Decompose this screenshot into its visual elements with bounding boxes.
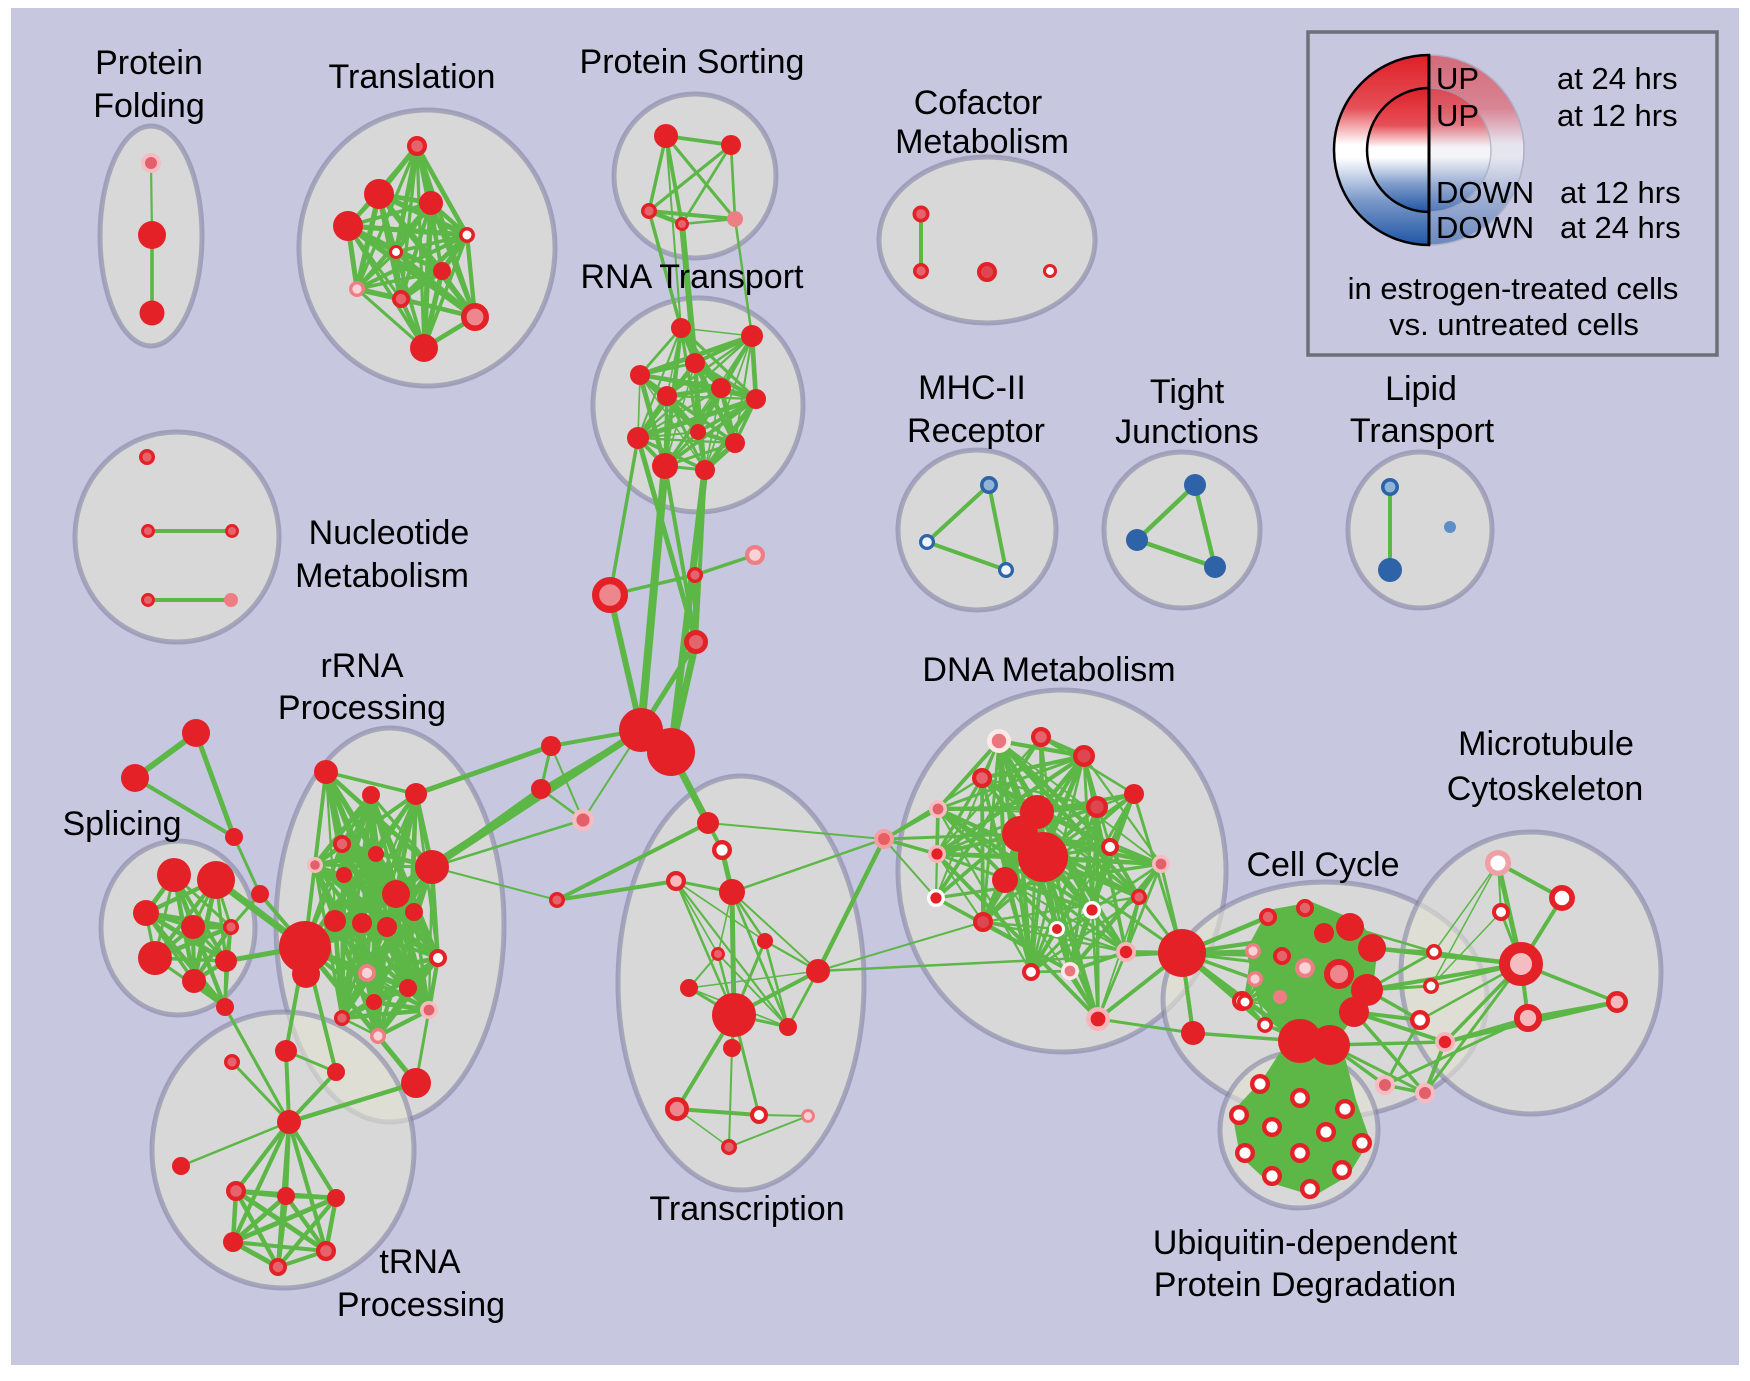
svg-text:Folding: Folding bbox=[93, 87, 205, 125]
svg-text:Junctions: Junctions bbox=[1115, 413, 1259, 451]
svg-text:rRNA: rRNA bbox=[320, 647, 403, 685]
svg-text:at 24 hrs: at 24 hrs bbox=[1557, 61, 1678, 96]
svg-text:UP: UP bbox=[1436, 98, 1479, 133]
svg-text:Transport: Transport bbox=[1350, 412, 1495, 450]
svg-text:Metabolism: Metabolism bbox=[895, 123, 1069, 161]
svg-text:Protein Sorting: Protein Sorting bbox=[580, 43, 805, 81]
svg-text:DNA Metabolism: DNA Metabolism bbox=[922, 651, 1175, 689]
svg-text:Processing: Processing bbox=[278, 689, 446, 727]
svg-text:Cell Cycle: Cell Cycle bbox=[1246, 846, 1399, 884]
svg-text:Protein: Protein bbox=[95, 44, 203, 82]
svg-text:Microtubule: Microtubule bbox=[1458, 725, 1634, 763]
svg-text:UP: UP bbox=[1436, 61, 1479, 96]
svg-text:Cytoskeleton: Cytoskeleton bbox=[1447, 770, 1644, 808]
svg-text:Processing: Processing bbox=[337, 1286, 505, 1324]
svg-text:in estrogen-treated cells: in estrogen-treated cells bbox=[1348, 271, 1679, 306]
svg-text:Translation: Translation bbox=[329, 58, 496, 96]
svg-text:Splicing: Splicing bbox=[62, 805, 181, 843]
svg-text:Metabolism: Metabolism bbox=[295, 557, 469, 595]
svg-text:at 12 hrs: at 12 hrs bbox=[1557, 98, 1678, 133]
svg-text:DOWN: DOWN bbox=[1436, 175, 1534, 210]
svg-text:at 24 hrs: at 24 hrs bbox=[1560, 210, 1681, 245]
svg-text:Receptor: Receptor bbox=[907, 412, 1045, 450]
svg-text:DOWN: DOWN bbox=[1436, 210, 1534, 245]
svg-text:RNA Transport: RNA Transport bbox=[581, 258, 805, 296]
svg-text:vs. untreated cells: vs. untreated cells bbox=[1389, 307, 1639, 342]
svg-text:MHC-II: MHC-II bbox=[918, 369, 1026, 407]
svg-text:Cofactor: Cofactor bbox=[914, 84, 1043, 122]
svg-text:tRNA: tRNA bbox=[379, 1243, 461, 1281]
svg-text:Lipid: Lipid bbox=[1385, 370, 1457, 408]
svg-text:Tight: Tight bbox=[1150, 373, 1225, 411]
svg-text:Nucleotide: Nucleotide bbox=[309, 514, 470, 552]
svg-text:at 12 hrs: at 12 hrs bbox=[1560, 175, 1681, 210]
svg-text:Transcription: Transcription bbox=[649, 1190, 844, 1228]
svg-text:Protein Degradation: Protein Degradation bbox=[1154, 1266, 1456, 1304]
svg-text:Ubiquitin-dependent: Ubiquitin-dependent bbox=[1153, 1224, 1458, 1262]
